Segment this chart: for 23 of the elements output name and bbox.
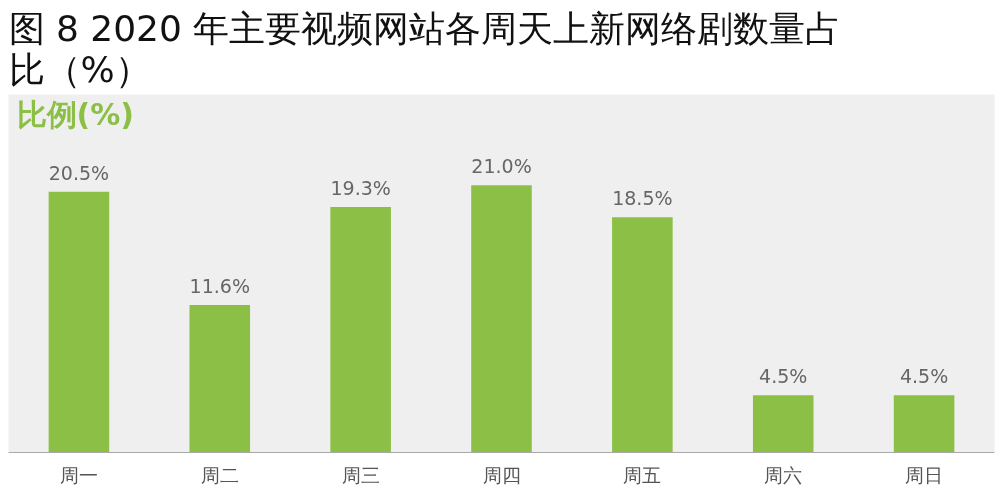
chart-title: 图 8 2020 年主要视频网站各周天上新网络剧数量占比（%） bbox=[8, 7, 842, 90]
x-tick-label: 周六 bbox=[764, 463, 803, 486]
data-label: 4.5% bbox=[759, 365, 808, 388]
bar bbox=[612, 217, 673, 453]
x-tick-label: 周五 bbox=[623, 463, 662, 486]
x-tick-label: 周一 bbox=[59, 463, 98, 486]
bar bbox=[48, 191, 110, 453]
x-tick-label: 周四 bbox=[482, 463, 521, 486]
data-label: 20.5% bbox=[48, 161, 110, 184]
x-tick-label: 周二 bbox=[200, 463, 239, 486]
data-label: 21.0% bbox=[471, 155, 532, 178]
x-tick-label: 周日 bbox=[905, 463, 944, 486]
data-label: 11.6% bbox=[189, 274, 250, 297]
bar bbox=[893, 395, 955, 453]
data-label: 18.5% bbox=[612, 187, 673, 210]
bar bbox=[189, 304, 251, 453]
data-label: 19.3% bbox=[330, 176, 391, 199]
data-label: 4.5% bbox=[899, 365, 949, 388]
bar bbox=[752, 395, 814, 453]
bar bbox=[330, 206, 391, 453]
y-axis-title: 比例(%) bbox=[16, 96, 134, 132]
bar bbox=[471, 185, 532, 453]
x-tick-label: 周三 bbox=[341, 463, 380, 486]
